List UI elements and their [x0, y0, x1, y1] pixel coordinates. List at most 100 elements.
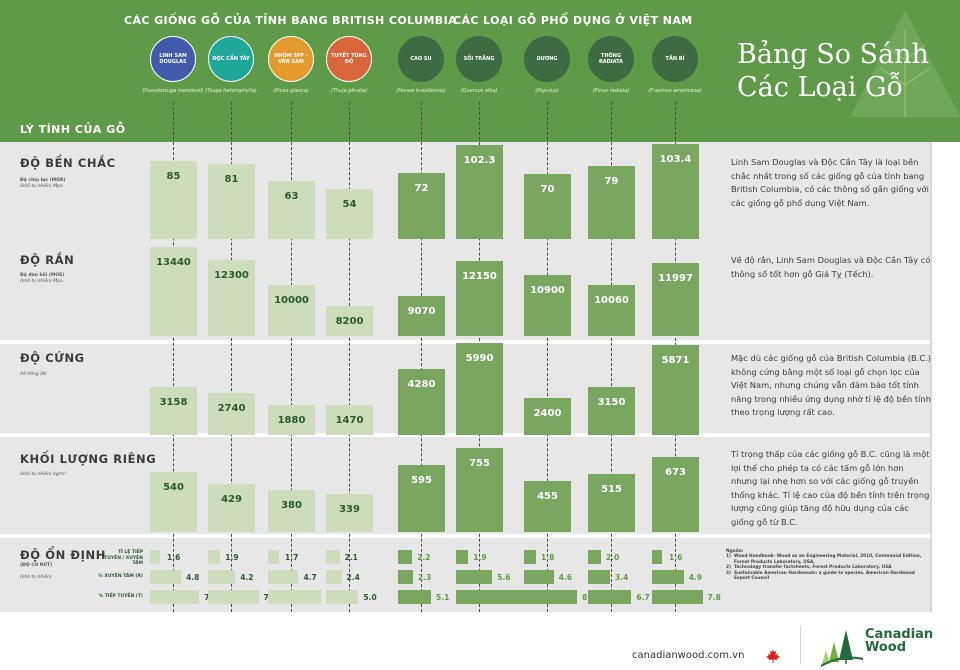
bar-value-label: 3158	[159, 396, 188, 408]
stability-value-label: 6.7	[636, 593, 650, 602]
bar-value-label: 429	[221, 494, 242, 506]
sources-heading: Nguồn:	[726, 549, 744, 554]
source-item: 2) Technology transfer factsheets, Forest…	[726, 565, 892, 571]
properties-bar: LÝ TÍNH CỦA GỖ	[0, 117, 960, 156]
bar: 10900	[524, 275, 571, 336]
row-title-stiffness: ĐỘ RẮN	[20, 253, 75, 267]
row-title-density: KHỐI LƯỢNG RIÊNG	[20, 452, 157, 466]
guide-line	[291, 102, 292, 612]
bar: 54	[326, 189, 373, 239]
bar: 12150	[456, 261, 503, 336]
stability-bar	[398, 590, 432, 604]
bar-value-label: 10060	[594, 294, 629, 306]
bar-value-label: 1470	[335, 415, 364, 426]
stability-value-label: 2.3	[417, 573, 432, 582]
row-sub-stiffness: Độ đàn hồi (MOE) (khô tự nhiên) Mpa	[20, 273, 65, 284]
bar-value-label: 595	[411, 475, 432, 487]
bar-value-label: 10000	[274, 295, 309, 307]
row-sub-density: (khô tự nhiên) kg/m³	[20, 472, 67, 477]
species-badge: TUYẾT TÙNG ĐỎ	[326, 36, 372, 82]
stability-bar	[150, 570, 182, 584]
species-latin-name: (Pseudotsuga menziesii)	[142, 88, 204, 94]
bar: 515	[588, 474, 635, 532]
stability-value-label: 1.9	[225, 553, 239, 562]
stability-value-label: 3.4	[615, 573, 629, 582]
properties-label: LÝ TÍNH CỦA GỖ	[20, 123, 126, 136]
species-2: ĐỘC CẦN TÂY (Tsuga heterophylla)	[196, 36, 266, 95]
bar-value-label: 103.4	[659, 153, 692, 165]
bar: 12300	[208, 259, 255, 336]
stability-bar	[652, 550, 663, 564]
footer-divider	[800, 626, 801, 664]
bar-value-label: 85	[166, 170, 181, 182]
bar-value-label: 3150	[597, 396, 626, 408]
bar: 102.3	[456, 144, 503, 239]
stability-value-label: 5.1	[436, 593, 450, 602]
source-item: 1) Wood Handbook- Wood as an Engineering …	[726, 554, 922, 565]
species-latin-name: (Populus)	[535, 88, 559, 94]
bar-value-label: 5990	[465, 353, 494, 365]
bar: 755	[456, 447, 503, 532]
bar-value-label: 72	[414, 182, 429, 194]
bar: 5990	[456, 343, 503, 435]
stability-bar	[588, 590, 632, 604]
bar: 1470	[326, 405, 373, 435]
row-sub-hardness: Xê hông (N)	[20, 372, 47, 377]
stability-value-label: 4.7	[303, 573, 317, 582]
footer: canadianwood.com.vn Canadian Wood	[0, 612, 960, 670]
website-link[interactable]: canadianwood.com.vn	[632, 650, 745, 661]
stability-bar	[652, 570, 684, 584]
header-banner: CÁC GIỐNG GỖ CỦA TỈNH BANG BRITISH COLUM…	[0, 0, 960, 117]
stability-value-label: 5.6	[497, 573, 511, 582]
bar-value-label: 81	[224, 174, 239, 186]
bar-value-label: 12150	[462, 271, 497, 283]
bar-value-label: 380	[281, 499, 302, 511]
stability-bar	[268, 590, 322, 604]
bar-value-label: 11997	[658, 272, 693, 284]
stability-bar	[398, 550, 413, 564]
stability-bar	[150, 550, 161, 564]
bar: 9070	[398, 295, 445, 336]
bar-value-label: 13440	[156, 256, 191, 268]
bar: 380	[268, 489, 315, 532]
note-density: Tỉ trọng thấp của các giống gỗ B.C. cũng…	[731, 449, 930, 527]
guide-line	[421, 102, 422, 612]
canadian-wood-logo-icon	[820, 630, 864, 667]
row-sub-stability-dry: (khô tự nhiên)	[20, 575, 52, 580]
species-badge: ĐỘC CẦN TÂY	[208, 36, 254, 82]
bar: 3158	[150, 386, 197, 435]
bar: 10060	[588, 284, 635, 336]
bar-value-label: 102.3	[463, 154, 496, 166]
guide-line	[173, 102, 174, 612]
bar-value-label: 755	[469, 457, 490, 469]
bar: 8200	[326, 305, 373, 336]
stability-bar	[456, 570, 493, 584]
bar: 10000	[268, 285, 315, 336]
stability-value-label: 4.2	[240, 573, 254, 582]
page-title: Bảng So Sánh Các Loại Gỗ	[737, 39, 929, 103]
bar: 4280	[398, 369, 445, 435]
bar-value-label: 339	[339, 504, 360, 516]
row-divider	[0, 433, 930, 437]
stability-bar	[326, 590, 359, 604]
bar: 11997	[652, 262, 699, 336]
stability-bar	[208, 590, 259, 604]
species-7: DƯƠNG (Populus)	[512, 36, 582, 95]
bar: 85	[150, 160, 197, 239]
species-latin-name: (Thuja plicata)	[330, 88, 368, 94]
bar: 455	[524, 481, 571, 532]
bar: 81	[208, 164, 255, 239]
bar-value-label: 5871	[661, 354, 690, 366]
bar-value-label: 63	[284, 190, 299, 202]
species-badge: NHÓM SPF - VÂN SAM	[268, 36, 314, 82]
bar: 103.4	[652, 143, 699, 239]
tree-watermark-icon	[850, 10, 960, 117]
species-badge: THÔNG RADIATA	[588, 36, 634, 82]
stability-row-label: % TIẾP TUYẾN (T)	[98, 594, 143, 599]
note-strength: Linh Sam Douglas và Độc Cần Tây là loại …	[731, 157, 929, 208]
vn-group-title: CÁC LOẠI GỖ PHỔ DỤNG Ở VIỆT NAM	[453, 14, 693, 27]
bar-value-label: 10900	[530, 285, 565, 297]
row-divider	[0, 534, 930, 538]
species-9: TẦN BÌ (Fraxinus americana)	[640, 36, 710, 95]
species-latin-name: (Fraxinus americana)	[648, 88, 702, 94]
